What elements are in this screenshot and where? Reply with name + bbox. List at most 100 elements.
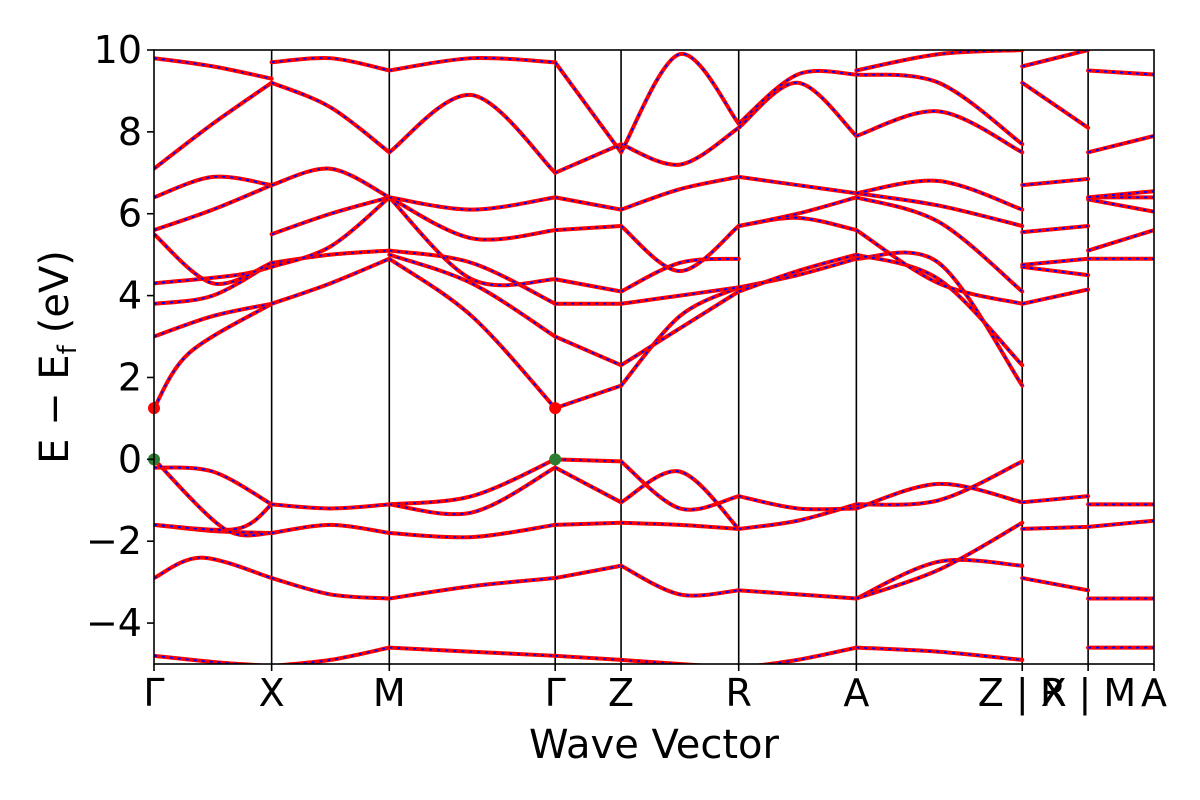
band-4-5 — [619, 285, 741, 388]
band-overlay-1-10 — [271, 57, 390, 72]
x-tick-label: Γ — [143, 671, 164, 715]
band-overlay-2-7 — [389, 249, 556, 305]
cbm-marker — [549, 402, 562, 415]
y-axis-label: E − Ef (eV) — [32, 250, 83, 464]
band-overlay-8-5 — [1087, 229, 1154, 252]
band-overlay-2-0 — [389, 646, 556, 657]
band-5-7 — [736, 195, 859, 229]
band-2-6 — [387, 252, 558, 339]
y-tick-label: 6 — [118, 192, 142, 236]
vbm-marker — [549, 453, 562, 466]
band-3-6 — [553, 334, 624, 368]
band-overlay-8-6 — [1087, 198, 1154, 213]
band-overlay-8-2 — [1088, 519, 1154, 528]
band-overlay-5-10 — [738, 70, 857, 125]
band-7-8 — [1020, 80, 1091, 130]
y-tick-label: 8 — [118, 110, 142, 154]
band-5-5 — [736, 252, 859, 294]
band-overlay-1-5 — [271, 249, 390, 264]
band-overlay-5-1 — [738, 589, 857, 600]
band-overlay-0-13 — [154, 82, 273, 170]
band-overlay-6-5 — [856, 251, 1023, 387]
band-overlay-6-8 — [856, 196, 1023, 293]
band-overlay-5-8 — [738, 176, 857, 195]
band-overlay-3-9 — [555, 225, 622, 232]
band-edge-markers — [148, 402, 562, 466]
band-overlay-3-10 — [555, 196, 622, 211]
band-4-11 — [619, 125, 741, 167]
band-0-11 — [154, 183, 274, 233]
band-overlay-0-4 — [154, 466, 273, 506]
band-0-6 — [154, 301, 274, 411]
band-6-13 — [854, 50, 1025, 73]
band-1-7 — [269, 195, 392, 237]
band-overlay-0-6 — [154, 303, 273, 409]
band-overlay-2-3 — [389, 458, 556, 506]
band-overlay-6-3 — [856, 460, 1023, 506]
band-1-1 — [269, 576, 392, 601]
band-overlay-8-9 — [1087, 135, 1154, 154]
band-0-0 — [154, 653, 272, 664]
band-6-11 — [854, 109, 1025, 155]
band-overlay-7-5 — [1022, 257, 1089, 266]
band-overlay-1-3 — [271, 503, 390, 510]
band-overlay-7-9 — [1022, 50, 1089, 68]
y-tick-label: −2 — [86, 519, 142, 563]
band-overlay-5-0 — [763, 646, 857, 664]
band-overlay-4-3 — [620, 460, 739, 511]
y-tick-label: 2 — [118, 355, 142, 399]
band-overlay-1-6 — [271, 196, 390, 268]
x-tick-label: X — [259, 671, 285, 715]
band-overlay-6-2 — [856, 521, 1023, 600]
band-overlay-4-9 — [620, 225, 740, 272]
band-overlay-4-4 — [620, 470, 740, 530]
band-4-1 — [619, 563, 741, 598]
band-overlay-3-1 — [555, 564, 622, 579]
band-2-12 — [387, 55, 558, 73]
band-overlay-7-7 — [1022, 178, 1089, 186]
band-overlay-7-4 — [1022, 266, 1089, 277]
band-1-9 — [269, 80, 392, 155]
band-1-8 — [269, 166, 392, 200]
band-6-10 — [854, 178, 1025, 212]
band-overlay-7-6 — [1022, 225, 1089, 234]
band-overlay-3-5 — [554, 384, 622, 410]
band-overlay-2-2 — [389, 523, 556, 539]
band-overlay-4-2 — [621, 521, 739, 530]
band-overlay-3-0 — [555, 654, 622, 661]
band-overlay-1-2 — [271, 523, 390, 534]
band-2-4 — [387, 465, 558, 517]
band-overlay-6-7 — [855, 229, 1023, 305]
band-3-11 — [553, 142, 624, 175]
band-4-3 — [619, 459, 741, 512]
band-5-0 — [754, 645, 859, 664]
band-overlay-4-1 — [620, 564, 739, 597]
band-6-5 — [854, 250, 1025, 388]
band-overlay-7-8 — [1021, 82, 1089, 129]
band-overlay-8-8 — [1088, 190, 1154, 199]
y-axis-ticks: 10 8 6 4 2 0 −2 −4 — [86, 28, 154, 645]
y-axis-label-subscript: f — [53, 344, 83, 354]
band-overlay-4-12 — [620, 53, 740, 153]
band-overlay-7-1 — [1022, 525, 1089, 530]
band-4-12 — [619, 52, 741, 155]
band-5-3 — [736, 494, 859, 512]
band-overlay-3-12 — [554, 61, 622, 153]
band-overlay-3-3 — [555, 458, 622, 463]
plot-frame — [153, 49, 1155, 665]
band-overlay-6-11 — [856, 110, 1023, 154]
band-overlay-2-11 — [388, 94, 556, 174]
x-tick-label: Z | X — [978, 671, 1067, 716]
band-2-9 — [387, 195, 558, 242]
band-4-10 — [619, 174, 741, 212]
band-lines — [154, 50, 1154, 664]
band-4-6 — [619, 289, 741, 368]
x-axis-label: Wave Vector — [529, 722, 780, 768]
band-overlay-1-8 — [271, 167, 390, 199]
band-overlay-2-6 — [388, 253, 556, 338]
band-overlay-0-9 — [154, 266, 272, 285]
band-overlay-6-9 — [856, 192, 1023, 227]
band-overlay-3-8 — [555, 278, 622, 293]
band-overlay-5-6 — [738, 216, 857, 231]
